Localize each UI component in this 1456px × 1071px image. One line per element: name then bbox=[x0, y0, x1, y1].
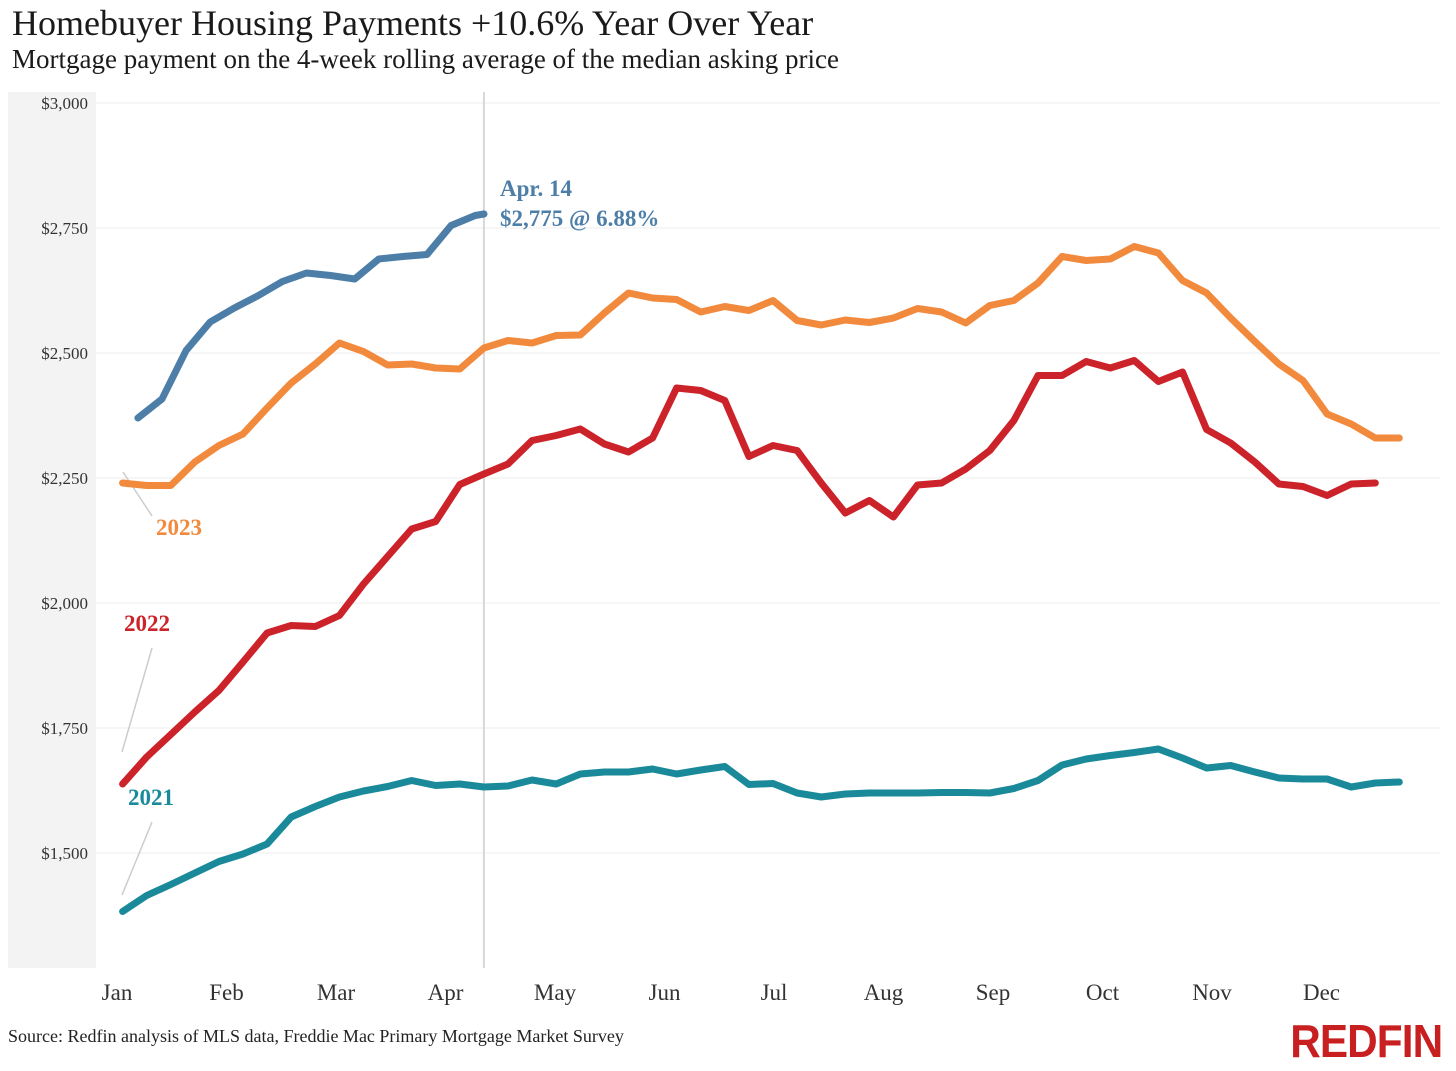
label-leader-lines bbox=[121, 471, 153, 896]
x-tick-label: Nov bbox=[1192, 980, 1232, 1005]
y-tick-label: $2,000 bbox=[41, 594, 88, 613]
page-subtitle: Mortgage payment on the 4-week rolling a… bbox=[12, 44, 839, 74]
redfin-logo: REDFIN bbox=[1289, 1015, 1443, 1067]
series-2024-line bbox=[134, 210, 488, 422]
end-point-marker bbox=[480, 210, 488, 218]
series-2021-line bbox=[119, 745, 1403, 915]
y-tick-label: $3,000 bbox=[41, 94, 88, 113]
series-2023-line bbox=[119, 243, 1403, 489]
x-tick-label: Sep bbox=[976, 980, 1011, 1005]
annotation-date: Apr. 14 bbox=[500, 176, 572, 201]
label-2021: 2021 bbox=[128, 785, 174, 810]
y-tick-label: $1,500 bbox=[41, 844, 88, 863]
x-tick-label: Apr bbox=[428, 980, 464, 1005]
x-tick-label: Jun bbox=[649, 980, 681, 1005]
annotation-value: $2,775 @ 6.88% bbox=[500, 206, 659, 232]
page-title: Homebuyer Housing Payments +10.6% Year O… bbox=[12, 3, 814, 43]
label-2023: 2023 bbox=[156, 515, 202, 540]
y-axis: $1,500 $1,750 $2,000 $2,250 $2,500 $2,750 $3,0… bbox=[41, 94, 88, 863]
y-tick-label: $1,750 bbox=[41, 719, 88, 738]
x-tick-label: Mar bbox=[317, 980, 356, 1005]
series-2022-line bbox=[119, 357, 1379, 788]
leader-line-2021 bbox=[121, 821, 153, 896]
leader-line-2023 bbox=[122, 471, 153, 517]
y-tick-label: $2,250 bbox=[41, 469, 88, 488]
source-note: Source: Redfin analysis of MLS data, Fre… bbox=[8, 1026, 624, 1046]
x-tick-label: Oct bbox=[1086, 980, 1120, 1005]
label-2022: 2022 bbox=[124, 611, 170, 636]
x-tick-label: Feb bbox=[209, 980, 244, 1005]
y-axis-band bbox=[8, 92, 96, 968]
x-tick-label: May bbox=[534, 980, 577, 1005]
x-axis: Jan Feb Mar Apr May Jun Jul Aug Sep Oct Nov Dec bbox=[102, 980, 1340, 1005]
x-tick-label: Jul bbox=[761, 980, 788, 1005]
gridlines bbox=[96, 102, 1440, 854]
y-tick-label: $2,500 bbox=[41, 344, 88, 363]
x-tick-label: Dec bbox=[1303, 980, 1340, 1005]
leader-line-2022 bbox=[121, 647, 153, 753]
y-tick-label: $2,750 bbox=[41, 219, 88, 238]
series-lines bbox=[119, 210, 1403, 915]
x-tick-label: Jan bbox=[102, 980, 133, 1005]
x-tick-label: Aug bbox=[864, 980, 904, 1005]
